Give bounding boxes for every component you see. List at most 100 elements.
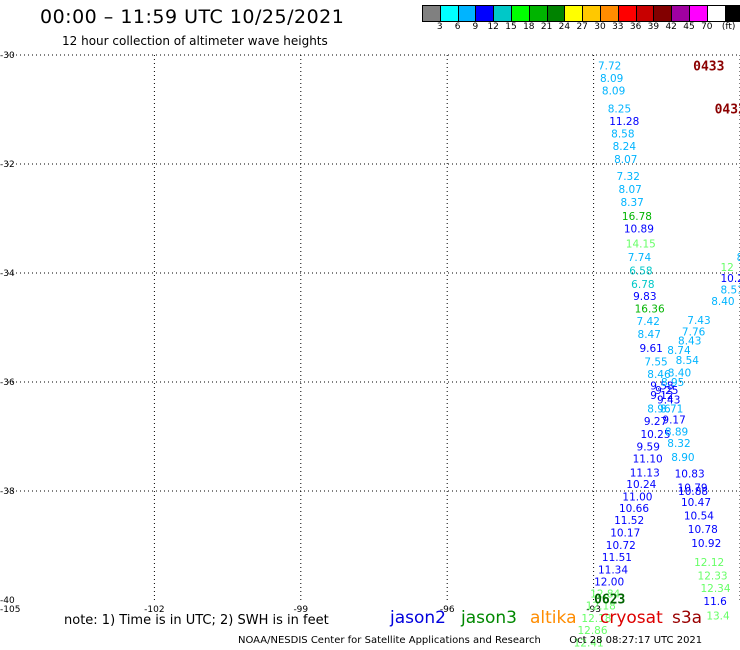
wave-height-label: 10.24 — [626, 479, 656, 491]
x-tick-label: -102 — [144, 605, 164, 615]
color-scale-labels: 3 6 9 12 15 18 21 24 27 30 33 36 39 42 45 70 (ft) — [422, 22, 740, 34]
wave-height-label: 10.2 — [720, 273, 740, 285]
wave-height-label: 8.58 — [611, 128, 634, 140]
y-tick-label: -40 — [0, 596, 15, 606]
wave-height-label: 8.71 — [660, 404, 683, 416]
wave-height-label: 10.66 — [619, 503, 649, 515]
wave-height-label: 10.25 — [640, 429, 670, 441]
color-scale-label: 9 — [472, 22, 479, 32]
wave-height-label: 7.43 — [687, 315, 710, 327]
wave-height-label: 7.76 — [682, 326, 706, 338]
color-swatch — [423, 6, 441, 21]
y-tick-label: -38 — [0, 487, 15, 497]
wave-height-label: 8.46 — [647, 369, 671, 381]
color-scale-label: 33 — [612, 22, 624, 32]
color-scale-label: (ft) — [721, 22, 736, 32]
color-swatch — [600, 6, 619, 21]
wave-height-label: 11.10 — [633, 453, 663, 465]
wave-height-label: 8.43 — [678, 336, 701, 348]
legend-jason3: jason3 — [461, 608, 517, 628]
wave-height-label: 10.17 — [610, 527, 640, 539]
wave-height-label: 12.12 — [694, 557, 724, 569]
wave-height-label: 8.96 — [647, 404, 671, 416]
wave-height-label: 10.89 — [624, 223, 654, 235]
x-tick-label: -96 — [440, 605, 455, 615]
wave-height-label: 9.43 — [657, 394, 680, 406]
y-tick-label: -36 — [0, 378, 15, 388]
wave-height-label: 7.55 — [644, 356, 667, 368]
color-swatch — [725, 6, 740, 21]
legend-cryosat: cryosat — [600, 608, 663, 628]
wave-height-label: 11.34 — [598, 564, 628, 576]
pass-time-label: 0432 — [715, 102, 740, 117]
pass-time-label: 0433 — [693, 59, 724, 74]
color-scale-label: 45 — [683, 22, 695, 32]
wave-height-label: 9.83 — [633, 291, 656, 303]
wave-height-label: 8 — [737, 252, 740, 264]
wave-height-label: 12 — [720, 262, 733, 274]
legend-s3a: s3a — [672, 608, 703, 628]
footer-credit-text: NOAA/NESDIS Center for Satellite Applica… — [238, 635, 541, 646]
wave-height-label: 10.54 — [684, 511, 714, 523]
wave-height-label: 10.92 — [691, 538, 721, 550]
color-scale-label: 27 — [576, 22, 588, 32]
wave-height-label: 10.88 — [678, 486, 708, 498]
color-scale-bar — [422, 5, 740, 22]
color-swatch — [618, 6, 637, 21]
wave-height-label: 12.41 — [574, 638, 604, 650]
color-scale-label: 6 — [454, 22, 461, 32]
color-swatch — [440, 6, 459, 21]
wave-height-label: 8.40 — [711, 296, 734, 308]
color-scale-label: 36 — [629, 22, 642, 32]
color-scale-label: 42 — [665, 22, 677, 32]
wave-height-label: 13.4 — [706, 610, 730, 622]
footer-timestamp: Oct 28 08:27:17 UTC 2021 — [569, 635, 703, 646]
wave-height-label: 8.95 — [661, 377, 684, 389]
color-scale-label: 24 — [558, 22, 571, 32]
wave-height-label: 16.78 — [622, 211, 652, 223]
wave-height-label: 11.6 — [703, 596, 727, 608]
color-swatch — [636, 6, 655, 21]
color-scale-label: 70 — [701, 22, 713, 32]
wave-height-label: 6.78 — [631, 279, 654, 291]
pass-time-label: 0623 — [594, 592, 625, 607]
color-swatch — [547, 6, 566, 21]
wave-height-label: 10.72 — [606, 540, 636, 552]
units-note: note: 1) Time is in UTC; 2) SWH is in fe… — [64, 613, 329, 628]
wave-height-label: 7.32 — [617, 171, 640, 183]
legend-jason2: jason2 — [390, 608, 446, 628]
wave-height-label: 12.86 — [577, 625, 607, 637]
legend-altika: altika — [530, 608, 577, 628]
wave-height-label: 8.37 — [620, 197, 643, 209]
wave-height-label: 11.51 — [602, 552, 632, 564]
wave-height-label: 8.51 — [720, 284, 740, 296]
wave-height-label: 9.17 — [662, 415, 685, 427]
color-scale-label: 12 — [487, 22, 499, 32]
wave-height-label: 14.15 — [626, 239, 656, 251]
color-swatch — [458, 6, 477, 21]
wave-height-label: 10.47 — [681, 497, 711, 509]
wave-height-label: 12.33 — [698, 570, 728, 582]
x-tick-label: -99 — [293, 605, 308, 615]
wave-height-label: 11.52 — [614, 515, 644, 527]
footer-credit: NOAA/NESDIS Center for Satellite Applica… — [238, 635, 702, 646]
wave-height-label: 9.27 — [644, 416, 667, 428]
color-swatch — [565, 6, 584, 21]
wave-height-label: 8.74 — [667, 345, 691, 357]
color-scale-label: 18 — [523, 22, 535, 32]
wave-height-label: 8.54 — [676, 355, 700, 367]
wave-height-label: 12.84 — [590, 588, 620, 600]
wave-height-label: 8.07 — [614, 154, 637, 166]
wave-height-label: 8.47 — [638, 329, 661, 341]
y-tick-label: -34 — [0, 269, 15, 279]
color-swatch — [511, 6, 530, 21]
wave-height-label: 9.61 — [639, 343, 662, 355]
wave-height-label: 11.28 — [609, 116, 639, 128]
x-tick-label: -105 — [0, 605, 20, 615]
wave-height-label: 12.18 — [586, 600, 616, 612]
color-swatch — [529, 6, 548, 21]
color-swatch — [583, 6, 601, 21]
y-tick-label: -32 — [0, 160, 15, 170]
wave-height-label: 11.13 — [630, 467, 660, 479]
